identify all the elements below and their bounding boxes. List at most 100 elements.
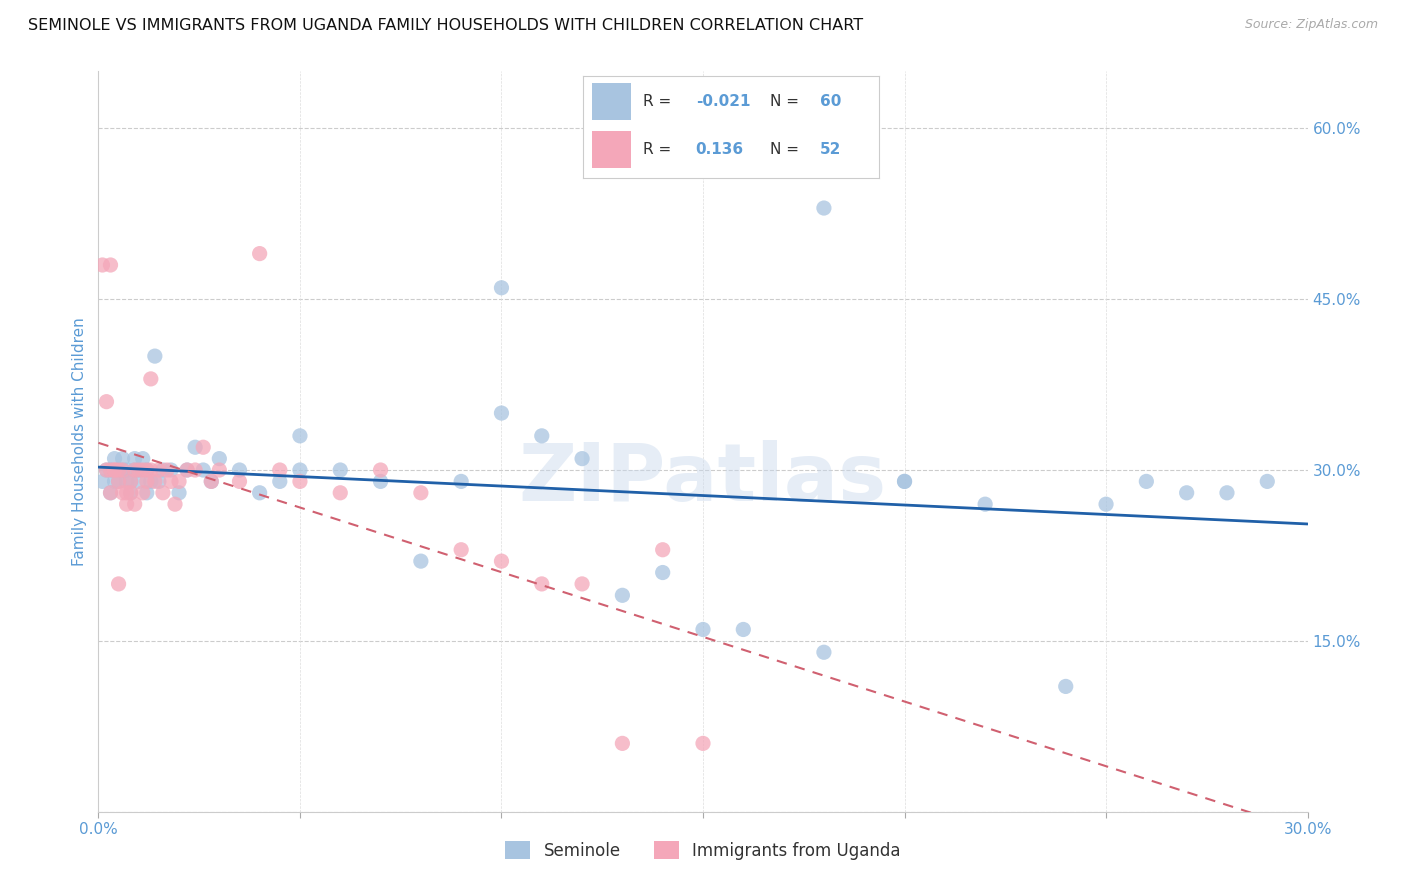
Point [128,475,150,489]
Point [115,485,138,500]
Point [120,485,142,500]
Point [491,554,513,568]
FancyBboxPatch shape [592,83,631,120]
Point [115,475,138,489]
Point [176,463,198,477]
Y-axis label: Family Households with Children: Family Households with Children [72,318,87,566]
Point [813,645,835,659]
Point [269,475,291,489]
Point [124,463,146,477]
Point [120,475,142,489]
Point [111,485,134,500]
Point [96,463,118,477]
Point [152,463,174,477]
Point [111,463,134,477]
Point [249,246,271,260]
Point [115,497,138,511]
Point [124,463,146,477]
Point [139,372,162,386]
Point [288,463,311,477]
Point [193,463,215,477]
Point [184,463,207,477]
Point [491,281,513,295]
Point [135,463,157,477]
Point [176,463,198,477]
Point [120,485,142,500]
Point [100,485,122,500]
Point [128,463,150,477]
Point [96,463,118,477]
Point [200,475,222,489]
Point [571,577,593,591]
Point [530,577,553,591]
Point [96,394,118,409]
Point [193,440,215,454]
Point [450,475,472,489]
Point [200,475,222,489]
Point [103,463,125,477]
Point [651,542,673,557]
Point [184,440,207,454]
Point [167,485,190,500]
Point [491,406,513,420]
Point [107,475,129,489]
Point [152,485,174,500]
Point [143,349,166,363]
Point [135,463,157,477]
Point [1095,497,1118,511]
Point [160,475,183,489]
Point [91,475,114,489]
Point [148,463,170,477]
Point [692,736,714,750]
Point [893,475,915,489]
Point [124,451,146,466]
Text: 52: 52 [820,142,841,157]
Point [115,463,138,477]
Point [1135,475,1157,489]
Text: N =: N = [769,94,799,109]
Point [111,463,134,477]
Point [148,475,170,489]
Point [107,463,129,477]
Point [288,475,311,489]
Text: -0.021: -0.021 [696,94,751,109]
Point [167,475,190,489]
Text: R =: R = [643,94,671,109]
Text: Source: ZipAtlas.com: Source: ZipAtlas.com [1244,18,1378,31]
Point [124,497,146,511]
Point [571,451,593,466]
Point [1175,485,1198,500]
Point [651,566,673,580]
Point [208,451,231,466]
Point [107,463,129,477]
Point [132,463,155,477]
Text: R =: R = [643,142,671,157]
Point [103,463,125,477]
Point [132,485,155,500]
Point [128,463,150,477]
Text: SEMINOLE VS IMMIGRANTS FROM UGANDA FAMILY HOUSEHOLDS WITH CHILDREN CORRELATION C: SEMINOLE VS IMMIGRANTS FROM UGANDA FAMIL… [28,18,863,33]
Point [450,542,472,557]
Point [120,475,142,489]
Point [100,258,122,272]
Point [612,588,634,602]
Point [228,463,250,477]
Point [100,463,122,477]
Point [1054,680,1077,694]
Point [409,485,432,500]
Point [107,475,129,489]
Point [103,451,125,466]
Point [530,429,553,443]
Point [100,485,122,500]
Point [91,258,114,272]
Point [111,451,134,466]
Point [107,577,129,591]
Point [370,475,392,489]
Point [813,201,835,215]
Legend: Seminole, Immigrants from Uganda: Seminole, Immigrants from Uganda [499,835,907,866]
Point [132,451,155,466]
Point [1216,485,1239,500]
Point [100,463,122,477]
Point [329,485,352,500]
Text: 60: 60 [820,94,841,109]
